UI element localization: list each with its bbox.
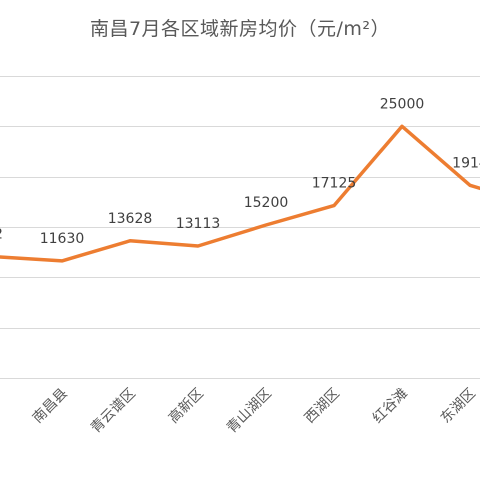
data-label: 25000 bbox=[380, 96, 425, 112]
data-label: 13113 bbox=[176, 216, 221, 232]
x-tick-label: 青云谱区 bbox=[88, 386, 139, 437]
series-group bbox=[0, 124, 480, 263]
data-label: 13628 bbox=[108, 211, 153, 227]
chart-title: 南昌7月各区域新房均价（元/m²） bbox=[89, 18, 391, 40]
x-tick-label: 西湖区 bbox=[302, 386, 343, 427]
x-tick-label: 高新区 bbox=[165, 385, 207, 427]
data-label: 15200 bbox=[244, 195, 289, 211]
data-label: 11630 bbox=[40, 231, 85, 247]
data-label: 1914 bbox=[452, 155, 480, 171]
series-line bbox=[0, 124, 480, 263]
x-tick-label: 东湖区 bbox=[438, 386, 479, 427]
x-tick-label: 南昌县 bbox=[30, 386, 71, 427]
data-labels: 62 11630 13628 13113 15200 17125 25000 1914 bbox=[0, 96, 480, 247]
data-label: 62 bbox=[0, 227, 3, 243]
gridlines bbox=[0, 76, 480, 379]
x-tick-labels: 南昌县 青云谱区 高新区 青山湖区 西湖区 红谷滩 东湖区 bbox=[30, 385, 479, 437]
x-tick-label: 红谷滩 bbox=[370, 386, 411, 427]
data-label: 17125 bbox=[312, 176, 357, 192]
x-tick-label: 青山湖区 bbox=[224, 386, 275, 437]
